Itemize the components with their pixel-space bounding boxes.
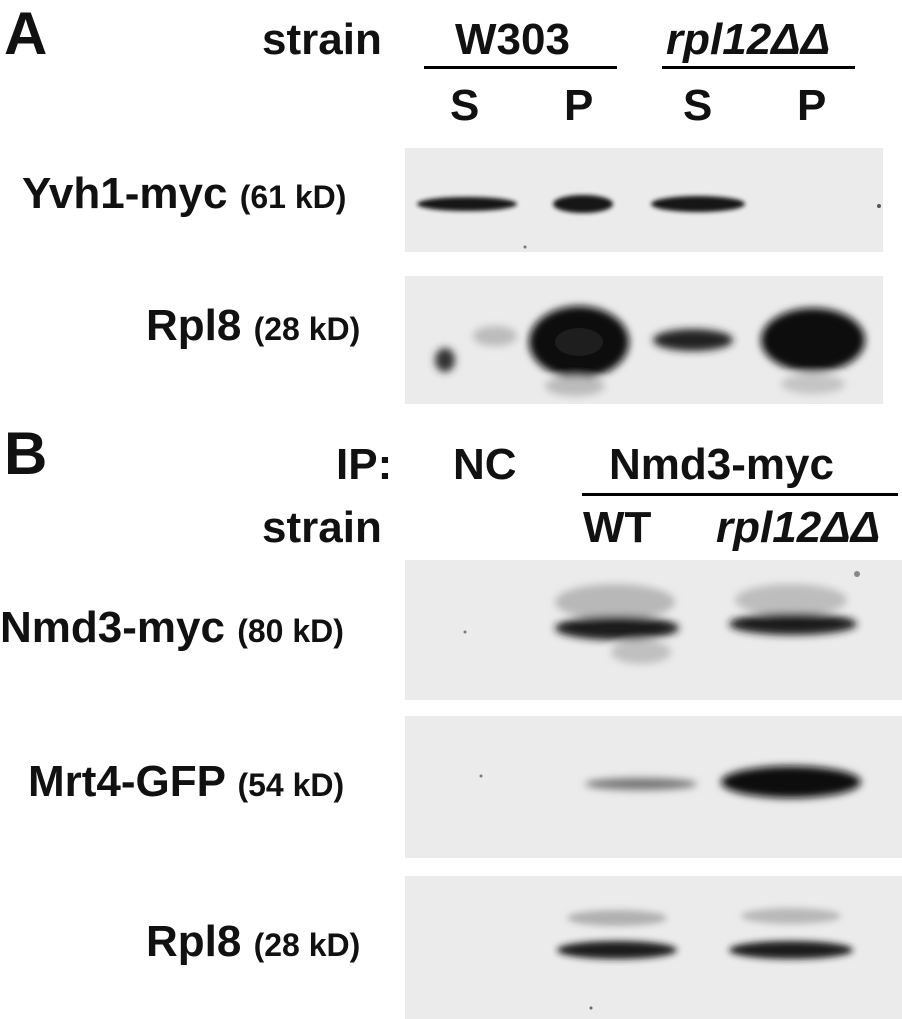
- panel-a-letter: A: [4, 0, 48, 67]
- nmd3-underline: [582, 493, 898, 496]
- blot-label-yvh1: Yvh1-myc (61 kD): [22, 172, 346, 216]
- protein-name: Yvh1-myc: [22, 169, 228, 218]
- blot-image-rpl8-b: [405, 876, 902, 1019]
- group-rpl12-label: rpl12ΔΔ: [666, 15, 831, 64]
- lane-label-p1: P: [564, 81, 594, 130]
- molecular-weight: (80 kD): [237, 613, 344, 649]
- blot-image-rpl8-a: [405, 276, 883, 404]
- w303-underline: [424, 66, 617, 69]
- blot-image-mrt4: [405, 716, 902, 858]
- protein-name: Nmd3-myc: [0, 603, 225, 652]
- blot-label-rpl8-b: Rpl8 (28 kD): [146, 920, 360, 964]
- strain-wt-label: WT: [583, 503, 652, 552]
- panel-b-letter: B: [4, 420, 48, 487]
- blot-label-mrt4: Mrt4-GFP (54 kD): [28, 760, 344, 804]
- ip-label: IP:: [336, 440, 393, 489]
- blot-label-nmd3: Nmd3-myc (80 kD): [0, 606, 344, 650]
- protein-name: Rpl8: [146, 301, 242, 350]
- strain-rpl12-label: rpl12ΔΔ: [716, 503, 881, 552]
- lane-label-s1: S: [450, 81, 480, 130]
- lane-label-s2: S: [683, 81, 713, 130]
- molecular-weight: (28 kD): [253, 927, 361, 963]
- protein-name: Mrt4-GFP: [28, 757, 226, 806]
- rpl12-underline: [662, 66, 855, 69]
- blot-image-yvh1: [405, 148, 883, 252]
- molecular-weight: (61 kD): [239, 179, 347, 215]
- blot-label-rpl8-a: Rpl8 (28 kD): [146, 304, 360, 348]
- strain-label-b: strain: [262, 503, 382, 552]
- nmd3-group-label: Nmd3-myc: [609, 440, 834, 489]
- lane-label-p2: P: [797, 81, 827, 130]
- blot-image-nmd3: [405, 560, 902, 700]
- strain-label-a: strain: [262, 15, 382, 64]
- nc-label: NC: [453, 440, 517, 489]
- molecular-weight: (28 kD): [253, 311, 361, 347]
- protein-name: Rpl8: [146, 917, 242, 966]
- group-w303-label: W303: [455, 15, 570, 64]
- molecular-weight: (54 kD): [237, 767, 345, 803]
